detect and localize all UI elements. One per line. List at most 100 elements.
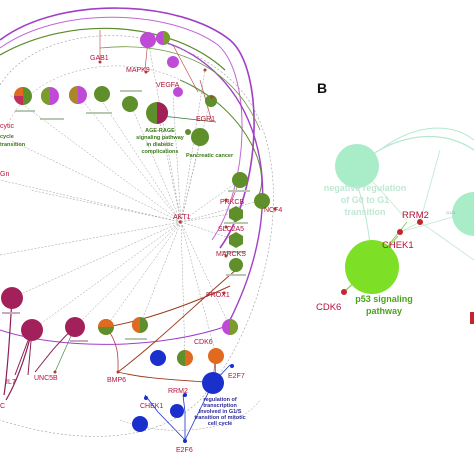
svg-text:cell cycle: cell cycle: [208, 421, 232, 427]
gene-label-gab1: GAB1: [90, 55, 109, 62]
b-term-p53: p53 signaling pathway: [355, 294, 413, 316]
akt1-spokes: [0, 39, 263, 359]
term-label-transition: transition: [0, 142, 26, 148]
node-blue-dot-4: [183, 393, 187, 397]
node-magenta-3: [65, 317, 85, 337]
tiny-term-labels: [2, 90, 250, 342]
svg-text:p53 signaling: p53 signaling: [355, 294, 413, 304]
node-pie-2: [41, 87, 59, 105]
node-blue-2: [132, 416, 148, 432]
term-label-cycle: cycle: [0, 134, 14, 140]
term-label-cytic: cytic: [0, 123, 15, 130]
gene-label-cdk6: CDK6: [194, 339, 213, 346]
panel-a: GAB1 MAPK9 VEGFA EGR1 AKT1 PRKCB SLC2A5 …: [0, 7, 282, 454]
b-gene-dot-rrm2: [417, 219, 423, 225]
gene-label-mapk9: MAPK9: [126, 67, 150, 74]
gene-label-prkcb: PRKCB: [220, 199, 244, 206]
gene-label-il7: IL7: [6, 379, 16, 386]
gene-label-marcks: MARCKS: [216, 251, 246, 258]
green-arc-top: [0, 27, 226, 71]
svg-text:regulation of: regulation of: [203, 397, 236, 403]
gene-label-chek1: CHEK1: [140, 403, 163, 410]
panel-b-label: B: [317, 80, 328, 96]
node-orange-cdk6: [208, 348, 224, 364]
gene-label-bmp6: BMP6: [107, 377, 126, 384]
edges-colored: [3, 30, 261, 441]
b-edge-6: [419, 149, 441, 223]
node-blue-dot-3: [144, 396, 148, 400]
node-green-right-1: [232, 172, 248, 188]
term-label-pancreatic: Pancreatic cancer: [186, 153, 234, 159]
node-pie-bottom-1: [98, 319, 114, 335]
b-gene-label-cdk6: CDK6: [316, 302, 341, 313]
node-green-2: [122, 96, 138, 112]
b-node-right-partial: [452, 192, 474, 236]
svg-text:negative regulation: negative regulation: [324, 183, 407, 193]
node-blue-small-1: [150, 350, 166, 366]
gene-label-prox1: PROX1: [206, 292, 230, 299]
term-label-transcription: regulation of transcription involved in …: [194, 397, 245, 427]
gene-label-akt1: AKT1: [173, 214, 191, 221]
gene-label-vegfa: VEGFA: [156, 82, 180, 89]
gene-dots: [53, 60, 277, 374]
gene-label-egr1: EGR1: [196, 116, 215, 123]
node-blue-big: [202, 372, 224, 394]
gene-label-e2f6: E2F6: [176, 447, 193, 454]
svg-text:in diabetic: in diabetic: [146, 142, 173, 148]
panel-b: negative regulation of G0 to G1 transiti…: [316, 127, 474, 324]
purple-arc-inner: [0, 16, 243, 241]
svg-text:transition: transition: [344, 207, 385, 217]
node-pancreatic: [191, 128, 209, 146]
b-node-p53: [345, 240, 399, 294]
purple-arc-right: [149, 37, 264, 321]
node-green-right-3: [229, 258, 243, 272]
svg-text:pathway: pathway: [366, 306, 402, 316]
svg-text:complications: complications: [142, 149, 179, 155]
svg-text:transcription: transcription: [203, 403, 237, 409]
node-pie-3: [69, 86, 87, 104]
node-pie-1: [14, 87, 32, 105]
node-hex-1: [229, 206, 243, 222]
node-green-right-2: [254, 193, 270, 209]
node-magenta-2: [21, 319, 43, 341]
gene-label-gn: Gn: [0, 171, 9, 178]
b-edge-2: [399, 221, 421, 233]
node-blue-dot-2: [230, 364, 234, 368]
term-label-age-rage: AGE-RAGE signaling pathway in diabetic c…: [136, 128, 185, 155]
green-arc-2: [99, 46, 261, 131]
node-mapk9-purple: [140, 32, 156, 48]
gene-label-ncf4: NCF4: [264, 207, 282, 214]
svg-text:of G0 to G1: of G0 to G1: [341, 195, 390, 205]
node-pie-bottom-2: [132, 317, 148, 333]
node-green-egr: [205, 95, 217, 107]
b-gene-label-chek1: CHEK1: [382, 240, 414, 251]
node-pie-right: [222, 319, 238, 335]
svg-text:involved in G1/S: involved in G1/S: [199, 409, 242, 415]
purple-arc-outer: [0, 7, 255, 249]
b-term-negative-regulation: negative regulation of G0 to G1 transiti…: [324, 183, 407, 217]
b-gene-dot-cdk6: [341, 289, 347, 295]
b-gene-label-rrm2: RRM2: [402, 210, 429, 221]
node-blue-3: [170, 404, 184, 418]
svg-text:signaling pathway: signaling pathway: [136, 135, 185, 141]
gene-label-e2f7: E2F7: [228, 373, 245, 380]
gene-label-slc2a5: SLC2A5: [218, 226, 244, 233]
svg-text:transition of mitotic: transition of mitotic: [194, 415, 245, 421]
svg-text:AGE-RAGE: AGE-RAGE: [145, 128, 175, 134]
b-edge-7: [399, 214, 461, 233]
green-arc-right: [179, 79, 263, 201]
gene-label-rrm2: RRM2: [168, 388, 188, 395]
b-partial-red-mark: [470, 312, 474, 324]
b-edge-8: [419, 221, 474, 261]
b-edge-arc-2: [379, 127, 474, 151]
node-top-split: [156, 31, 170, 45]
gene-label-unc5b: UNC5B: [34, 375, 58, 382]
node-hex-2: [229, 232, 243, 248]
node-purple-small-2: [173, 87, 183, 97]
node-green-1: [94, 86, 110, 102]
node-green-small: [185, 129, 191, 135]
node-magenta-1: [1, 287, 23, 309]
node-age-rage: [146, 102, 168, 124]
gene-label-c: C: [0, 403, 5, 410]
node-pie-bottom-3: [177, 350, 193, 366]
